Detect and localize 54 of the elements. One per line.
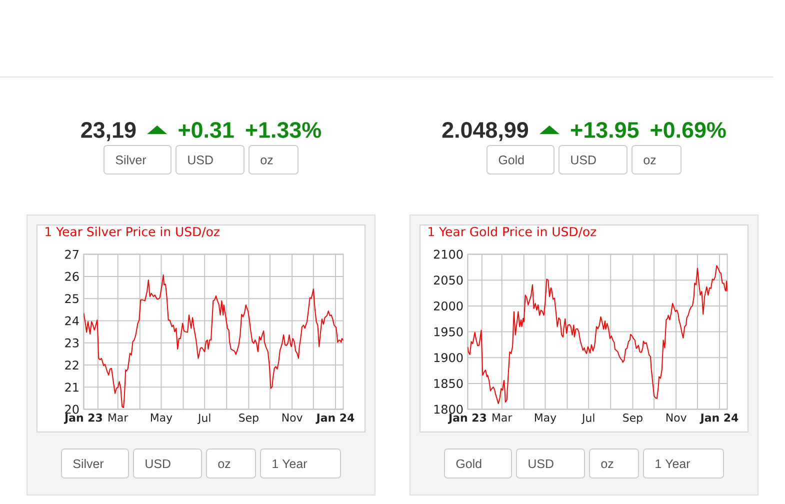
x-tick-label: Jan 23 — [448, 414, 486, 424]
x-tick-label: Sep — [239, 414, 258, 424]
text: ▲ — [147, 126, 168, 134]
chart-title: 1 Year Silver Price in USD/oz — [46, 226, 220, 238]
x-tick-label: Jan 23 — [64, 414, 102, 424]
x-tick-label: May — [150, 414, 172, 424]
x-tick-label: Mar — [492, 414, 512, 422]
text: USD — [146, 459, 170, 468]
text: 23,19 — [81, 122, 136, 142]
y-tick-label: 2100 — [434, 250, 463, 259]
text: oz — [601, 461, 614, 468]
x-tick-label: Nov — [282, 414, 302, 422]
x-tick-label: Jan 24 — [700, 414, 738, 424]
text: oz — [260, 158, 273, 164]
y-tick-label: 21 — [65, 382, 78, 392]
text: oz — [644, 158, 656, 164]
y-tick-label: 1800 — [434, 404, 463, 414]
text: USD — [188, 156, 213, 164]
text: +13.95 — [571, 122, 639, 138]
text: 2.048,99 — [442, 122, 528, 142]
line-series — [84, 274, 344, 408]
x-tick-label: Mar — [108, 414, 128, 422]
y-tick-label: 27 — [65, 250, 78, 259]
y-tick-label: 23 — [65, 338, 79, 348]
x-tick-label: May — [534, 414, 556, 424]
x-tick-label: Jul — [197, 413, 210, 424]
text: USD — [528, 459, 554, 468]
text: Silver — [116, 155, 146, 164]
text: Gold — [498, 155, 524, 164]
y-tick-label: 1850 — [434, 378, 463, 388]
x-tick-label: Jan 24 — [316, 414, 354, 424]
text: +0.31 — [178, 122, 234, 138]
text: 1 Year — [656, 459, 690, 468]
x-tick-label: Sep — [623, 414, 642, 424]
text: +1.33% — [246, 122, 321, 138]
text: USD — [571, 156, 596, 164]
x-tick-label: Jul — [581, 413, 594, 424]
text: 1 Year — [272, 459, 308, 468]
y-tick-label: 25 — [65, 294, 78, 304]
y-tick-label: 26 — [65, 272, 79, 281]
text: +0.69% — [650, 122, 726, 138]
text: Silver — [73, 458, 104, 468]
x-tick-label: Nov — [666, 414, 686, 422]
y-tick-label: 1950 — [434, 327, 463, 336]
text: Gold — [456, 458, 482, 468]
text: ▲ — [539, 126, 560, 134]
text: oz — [218, 461, 230, 468]
y-tick-label: 24 — [65, 316, 79, 326]
y-tick-label: 22 — [65, 360, 78, 370]
y-tick-label: 2050 — [434, 276, 463, 285]
y-tick-label: 1900 — [434, 353, 463, 362]
y-tick-label: 2000 — [434, 301, 463, 310]
y-tick-label: 20 — [65, 404, 79, 414]
chart-title: 1 Year Gold Price in USD/oz — [428, 226, 596, 238]
